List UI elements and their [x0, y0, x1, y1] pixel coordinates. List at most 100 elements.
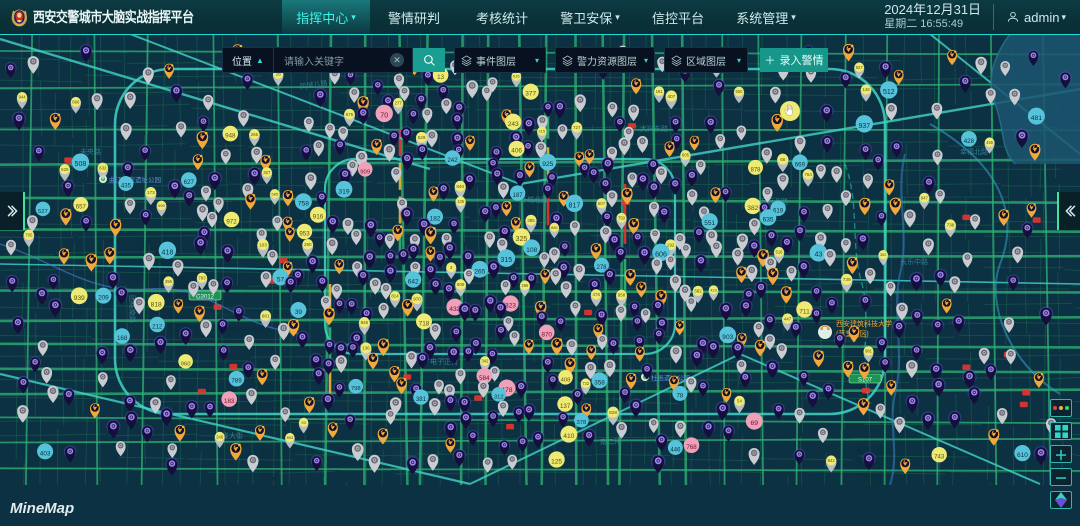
svg-text:827: 827: [856, 65, 864, 70]
svg-text:817: 817: [569, 202, 581, 209]
svg-text:长乐中路: 长乐中路: [900, 257, 928, 266]
svg-text:551: 551: [704, 220, 715, 227]
svg-text:192: 192: [667, 242, 675, 247]
svg-text:635: 635: [763, 216, 774, 223]
svg-text:642: 642: [408, 279, 419, 286]
svg-text:582: 582: [694, 289, 702, 294]
svg-text:265: 265: [474, 268, 485, 275]
svg-text:377: 377: [525, 91, 536, 98]
svg-text:385: 385: [527, 218, 535, 223]
svg-text:312: 312: [494, 394, 504, 400]
svg-text:818: 818: [151, 301, 162, 308]
svg-text:209: 209: [98, 295, 109, 302]
svg-text:627: 627: [184, 179, 195, 186]
svg-text:39: 39: [295, 309, 303, 316]
svg-text:446: 446: [670, 448, 681, 454]
svg-text:675: 675: [346, 112, 354, 117]
svg-text:738: 738: [947, 223, 955, 228]
svg-text:550: 550: [735, 89, 743, 94]
svg-text:711: 711: [799, 309, 810, 316]
svg-text:878: 878: [750, 167, 761, 173]
svg-text:476: 476: [592, 292, 600, 297]
svg-text:423: 423: [710, 287, 717, 292]
svg-text:43: 43: [814, 251, 822, 259]
svg-text:705: 705: [25, 233, 33, 238]
svg-text:13: 13: [437, 74, 444, 81]
svg-text:605: 605: [682, 153, 690, 158]
svg-text:925: 925: [542, 161, 553, 168]
svg-text:840: 840: [456, 184, 464, 189]
svg-text:148: 148: [862, 87, 870, 92]
svg-text:246: 246: [216, 434, 224, 439]
svg-text:277: 277: [395, 100, 403, 105]
svg-text:66: 66: [780, 157, 786, 162]
svg-text:529: 529: [418, 135, 426, 140]
svg-text:325: 325: [516, 236, 528, 243]
svg-text:406: 406: [511, 148, 522, 155]
svg-text:幸福北路: 幸福北路: [960, 147, 988, 156]
svg-text:789: 789: [231, 378, 242, 385]
svg-text:764: 764: [804, 172, 812, 177]
svg-text:212: 212: [152, 324, 163, 331]
svg-text:115: 115: [539, 129, 546, 134]
svg-text:750: 750: [618, 215, 626, 220]
svg-text:948: 948: [225, 133, 236, 140]
svg-text:885: 885: [551, 225, 558, 230]
svg-text:435: 435: [121, 184, 132, 190]
svg-text:54: 54: [737, 399, 742, 404]
svg-text:960: 960: [181, 361, 192, 367]
svg-text:407: 407: [667, 94, 675, 100]
svg-text:西安建筑科技大学: 西安建筑科技大学: [836, 319, 892, 328]
svg-text:669: 669: [795, 161, 806, 168]
svg-text:870: 870: [542, 331, 553, 338]
svg-text:342: 342: [481, 359, 489, 364]
svg-text:315: 315: [500, 256, 512, 264]
svg-text:881: 881: [262, 313, 270, 318]
svg-text:168: 168: [117, 335, 128, 342]
svg-text:187: 187: [513, 192, 524, 199]
svg-text:616: 616: [513, 74, 521, 79]
svg-text:285: 285: [521, 283, 529, 288]
svg-text:828: 828: [609, 410, 617, 416]
svg-text:319: 319: [338, 188, 349, 195]
svg-text:455: 455: [986, 140, 994, 145]
svg-text:732: 732: [582, 381, 590, 386]
svg-text:78: 78: [677, 393, 684, 399]
svg-text:352: 352: [880, 252, 887, 257]
svg-text:137: 137: [560, 403, 571, 410]
svg-text:290: 290: [304, 242, 312, 247]
svg-text:739: 739: [843, 277, 851, 283]
svg-text:358: 358: [594, 379, 605, 386]
svg-text:69: 69: [751, 420, 759, 427]
svg-text:57: 57: [277, 276, 285, 283]
svg-text:103: 103: [259, 242, 267, 248]
svg-text:893: 893: [287, 435, 294, 440]
svg-text:632: 632: [99, 165, 107, 170]
svg-text:527: 527: [38, 209, 48, 215]
svg-text:191: 191: [656, 89, 664, 94]
svg-text:783: 783: [198, 275, 206, 280]
svg-text:125: 125: [551, 459, 562, 466]
svg-text:243: 243: [508, 121, 519, 128]
svg-text:944: 944: [18, 95, 26, 100]
svg-text:70: 70: [380, 112, 388, 119]
svg-text:981: 981: [865, 349, 873, 354]
svg-text:516: 516: [775, 249, 783, 254]
svg-text:916: 916: [313, 214, 324, 221]
svg-text:896: 896: [72, 99, 80, 104]
svg-text:809: 809: [457, 282, 465, 287]
svg-text:508: 508: [75, 161, 87, 168]
svg-text:584: 584: [479, 375, 490, 382]
svg-text:108: 108: [526, 247, 537, 254]
svg-text:939: 939: [74, 295, 85, 302]
svg-text:718: 718: [419, 320, 430, 327]
svg-text:183: 183: [224, 398, 235, 405]
svg-text:曲江寒窑遗址公园: 曲江寒窑遗址公园: [109, 175, 161, 184]
svg-text:418: 418: [162, 249, 174, 256]
svg-text:690: 690: [158, 203, 166, 208]
svg-text:845: 845: [361, 320, 369, 325]
svg-text:953: 953: [299, 231, 310, 238]
svg-text:629: 629: [61, 167, 69, 172]
svg-text:947: 947: [921, 195, 929, 200]
svg-text:743: 743: [934, 454, 945, 461]
